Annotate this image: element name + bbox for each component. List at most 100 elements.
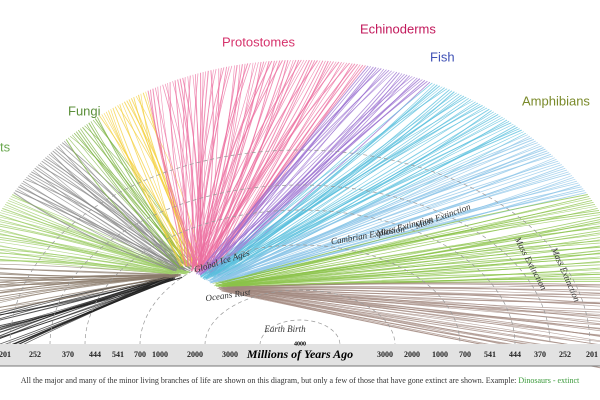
branch xyxy=(221,114,499,279)
timeline-label: 2000 xyxy=(404,350,420,359)
branch xyxy=(206,60,289,271)
branch xyxy=(208,79,426,276)
branch xyxy=(198,63,249,270)
timeline-label: 541 xyxy=(484,350,496,359)
timeline-label: 3000 xyxy=(222,350,238,359)
timeline-label: 444 xyxy=(89,350,101,359)
branch xyxy=(0,268,169,275)
branch xyxy=(225,273,600,288)
timeline-label: 700 xyxy=(459,350,471,359)
branch xyxy=(36,166,178,270)
group-label: Fungi xyxy=(68,103,101,118)
group-label: Amphibians xyxy=(522,93,590,108)
branch xyxy=(0,276,183,327)
branch xyxy=(229,287,600,313)
branch xyxy=(0,272,178,277)
caption-text: All the major and many of the minor livi… xyxy=(21,376,517,385)
branch xyxy=(75,131,180,268)
branch xyxy=(218,223,600,285)
branch xyxy=(201,64,243,270)
branch xyxy=(195,61,334,273)
branch xyxy=(32,169,185,271)
branch xyxy=(226,287,600,304)
branch xyxy=(2,207,174,273)
branch xyxy=(15,190,191,272)
branch xyxy=(217,253,600,287)
branch xyxy=(196,64,238,269)
branch xyxy=(196,60,321,272)
branch xyxy=(0,274,181,286)
branch xyxy=(228,242,600,286)
branch xyxy=(185,75,191,268)
branch xyxy=(0,246,178,274)
branch xyxy=(198,76,413,276)
branch xyxy=(237,289,600,337)
branch xyxy=(221,194,588,284)
branch xyxy=(142,92,186,266)
branch xyxy=(226,287,600,307)
time-ring xyxy=(204,289,396,346)
branch xyxy=(213,256,600,287)
branch xyxy=(60,143,178,269)
group-label: Echinoderms xyxy=(360,21,436,36)
branch xyxy=(71,134,183,269)
branch xyxy=(197,66,372,274)
branch xyxy=(50,152,183,270)
branch xyxy=(227,234,600,286)
branch xyxy=(211,142,538,281)
timeline-label: 2000 xyxy=(187,350,203,359)
branch xyxy=(192,59,302,272)
branch xyxy=(221,192,587,284)
branch xyxy=(0,252,179,275)
branch xyxy=(200,100,474,278)
branch xyxy=(195,69,390,275)
branch xyxy=(234,287,600,305)
branch xyxy=(209,190,585,284)
branch xyxy=(39,162,178,270)
branch xyxy=(199,60,286,271)
group-label: ts xyxy=(0,139,11,154)
timeline-label: 1000 xyxy=(152,350,168,359)
branch xyxy=(234,288,600,325)
branch xyxy=(65,139,181,269)
branch xyxy=(192,67,225,269)
branch xyxy=(223,289,600,346)
branch xyxy=(191,59,305,272)
branch xyxy=(228,227,600,286)
branch xyxy=(152,88,186,266)
branch xyxy=(205,137,532,281)
branch xyxy=(194,59,300,272)
timeline-bar xyxy=(0,344,600,366)
branch xyxy=(218,180,578,283)
branch xyxy=(22,180,176,271)
branch xyxy=(162,84,189,266)
branch xyxy=(229,214,600,285)
branch xyxy=(225,289,600,342)
branch xyxy=(0,275,176,308)
branch xyxy=(46,155,185,270)
branch xyxy=(199,62,350,274)
branch xyxy=(154,87,195,266)
branch xyxy=(0,275,179,308)
branch xyxy=(0,230,177,274)
branch xyxy=(207,84,438,277)
time-ring xyxy=(9,149,591,346)
branch xyxy=(112,107,183,267)
branch xyxy=(194,59,291,271)
event-label: Oceans Rust xyxy=(205,287,252,303)
branch xyxy=(211,182,579,283)
branch xyxy=(225,239,600,286)
time-ring xyxy=(49,184,551,346)
branch xyxy=(212,122,512,280)
branch xyxy=(0,274,177,284)
branch xyxy=(199,78,421,276)
time-rings xyxy=(9,149,591,346)
branch xyxy=(209,138,535,281)
branch xyxy=(0,258,175,275)
branch xyxy=(223,257,600,287)
branch xyxy=(172,81,194,267)
branch xyxy=(0,274,178,283)
timeline-label: 370 xyxy=(62,350,74,359)
branch xyxy=(203,129,522,280)
branch xyxy=(201,94,462,278)
